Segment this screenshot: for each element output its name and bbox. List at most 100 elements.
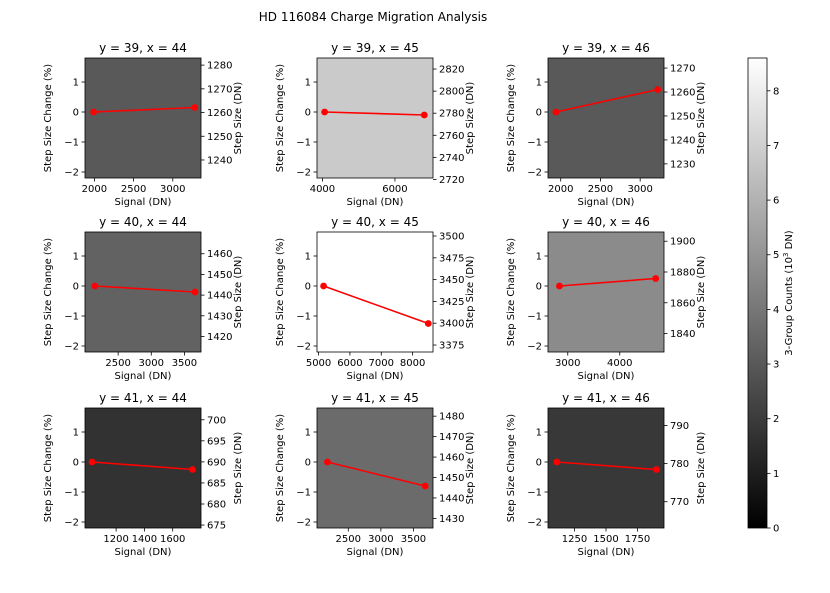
x-tick-label: 3000 xyxy=(627,184,652,195)
subplot-title: y = 40, x = 46 xyxy=(562,215,650,229)
y2-tick-label: 1260 xyxy=(207,108,232,119)
subplot-title: y = 40, x = 44 xyxy=(99,215,187,229)
y2-tick-label: 680 xyxy=(207,500,226,511)
x-tick-label: 4000 xyxy=(607,358,632,369)
data-point xyxy=(90,108,98,116)
x-tick-label: 6000 xyxy=(337,358,362,369)
subplot-1: y = 39, x = 44 2000 2500 3000 −2 −1 0 1 1240 1250… xyxy=(43,41,244,208)
data-point xyxy=(424,320,432,327)
y-axis-label: Step Size Change (%) xyxy=(506,238,517,347)
x-tick-label: 1250 xyxy=(562,534,587,545)
y2-axis-label: Step Size (DN) xyxy=(233,256,244,329)
colorbar-label: 3-Group Counts (103 DN) xyxy=(782,230,795,356)
y2-tick-label: 2780 xyxy=(439,109,464,120)
y2-tick-label: 1270 xyxy=(207,84,232,95)
y2-axis-label: Step Size (DN) xyxy=(233,82,244,155)
y2-tick-label: 1460 xyxy=(439,453,464,464)
y-tick-label: −1 xyxy=(527,312,542,323)
subplot-2: y = 39, x = 45 4000 6000 −2 −1 0 1 2720 2740 2760… xyxy=(275,41,476,208)
y2-tick-label: 790 xyxy=(670,421,689,432)
axes-frame xyxy=(316,231,434,353)
y2-tick-label: 2820 xyxy=(439,65,464,76)
subplot-title: y = 39, x = 46 xyxy=(562,41,650,55)
subplot-title: y = 41, x = 44 xyxy=(99,391,187,405)
y2-tick-label: 2760 xyxy=(439,131,464,142)
data-point xyxy=(324,458,331,466)
colorbar-tick-label: 4 xyxy=(773,305,779,316)
y-axis-label: Step Size Change (%) xyxy=(506,64,517,173)
pixel-image xyxy=(317,232,433,352)
y2-tick-label: 3375 xyxy=(439,341,464,352)
data-line xyxy=(92,461,193,471)
y-tick-label: −2 xyxy=(527,168,542,179)
y-tick-label: 0 xyxy=(305,458,311,469)
y2-tick-label: 2740 xyxy=(439,153,464,164)
y2-tick-label: 1240 xyxy=(207,155,232,166)
y2-tick-label: 1430 xyxy=(207,311,232,322)
y-tick-label: 0 xyxy=(305,108,311,119)
colorbar-gradient xyxy=(747,57,768,529)
y-tick-label: 1 xyxy=(305,428,311,439)
y2-tick-label: 1470 xyxy=(439,432,464,443)
y2-tick-label: 2800 xyxy=(439,87,464,98)
x-tick-label: 3000 xyxy=(555,358,580,369)
x-axis-label: Signal (DN) xyxy=(115,197,172,208)
data-point xyxy=(654,86,662,93)
y2-tick-label: 3500 xyxy=(439,232,464,243)
y2-tick-label: 780 xyxy=(670,459,689,470)
subplot-title: y = 39, x = 44 xyxy=(99,41,187,55)
y-tick-label: 1 xyxy=(73,78,79,89)
x-tick-label: 2000 xyxy=(548,184,573,195)
y-axis-label: Step Size Change (%) xyxy=(43,238,54,347)
y-tick-label: −1 xyxy=(64,138,79,149)
y-tick-label: −1 xyxy=(296,312,311,323)
colorbar-tick-label: 0 xyxy=(773,524,779,535)
axes-frame xyxy=(547,57,665,179)
colorbar: 0 1 2 3 4 5 6 7 8 3-Group Counts (103 DN) xyxy=(747,57,795,535)
y2-tick-label: 1480 xyxy=(439,412,464,423)
data-point xyxy=(189,466,196,473)
y2-tick-label: 1450 xyxy=(439,473,464,484)
y2-tick-label: 1430 xyxy=(439,514,464,525)
y2-tick-label: 3450 xyxy=(439,275,464,286)
y-tick-label: 0 xyxy=(73,458,79,469)
y2-tick-label: 1900 xyxy=(670,237,695,248)
x-tick-label: 1400 xyxy=(132,534,157,545)
data-line xyxy=(94,285,196,293)
x-tick-label: 2500 xyxy=(336,534,361,545)
y2-tick-label: 690 xyxy=(207,457,226,468)
x-axis-label: Signal (DN) xyxy=(578,371,635,382)
y-axis-label: Step Size Change (%) xyxy=(43,414,54,523)
data-point xyxy=(88,458,96,466)
x-axis-label: Signal (DN) xyxy=(578,197,635,208)
data-line xyxy=(559,277,656,287)
x-axis-label: Signal (DN) xyxy=(578,547,635,558)
y-axis-label: Step Size Change (%) xyxy=(275,238,286,347)
y2-tick-label: 1270 xyxy=(670,64,695,75)
y-axis-label: Step Size Change (%) xyxy=(506,414,517,523)
colorbar-tick-label: 6 xyxy=(773,196,779,207)
y-tick-label: −1 xyxy=(527,138,542,149)
y2-tick-label: 700 xyxy=(207,415,226,426)
y-tick-label: −2 xyxy=(527,518,542,529)
y2-tick-label: 1250 xyxy=(207,132,232,143)
y-tick-label: 0 xyxy=(73,108,79,119)
data-point xyxy=(652,275,660,282)
x-tick-label: 1200 xyxy=(103,534,128,545)
data-point xyxy=(556,282,563,290)
y2-tick-label: 3425 xyxy=(439,297,464,308)
axes-frame xyxy=(84,407,202,529)
pixel-image xyxy=(548,58,664,178)
x-tick-label: 1600 xyxy=(160,534,185,545)
subplot-3: y = 39, x = 46 2000 2500 3000 −2 −1 0 1 1230 1240… xyxy=(506,41,707,208)
y2-axis-label: Step Size (DN) xyxy=(696,256,707,329)
y-tick-label: 0 xyxy=(73,282,79,293)
y2-tick-label: 1440 xyxy=(207,291,232,302)
y-tick-label: −2 xyxy=(296,168,311,179)
y-tick-label: −2 xyxy=(64,168,79,179)
data-point xyxy=(191,288,199,296)
colorbar-tick-label: 5 xyxy=(773,250,779,261)
data-point xyxy=(321,108,329,116)
data-point xyxy=(653,466,660,473)
